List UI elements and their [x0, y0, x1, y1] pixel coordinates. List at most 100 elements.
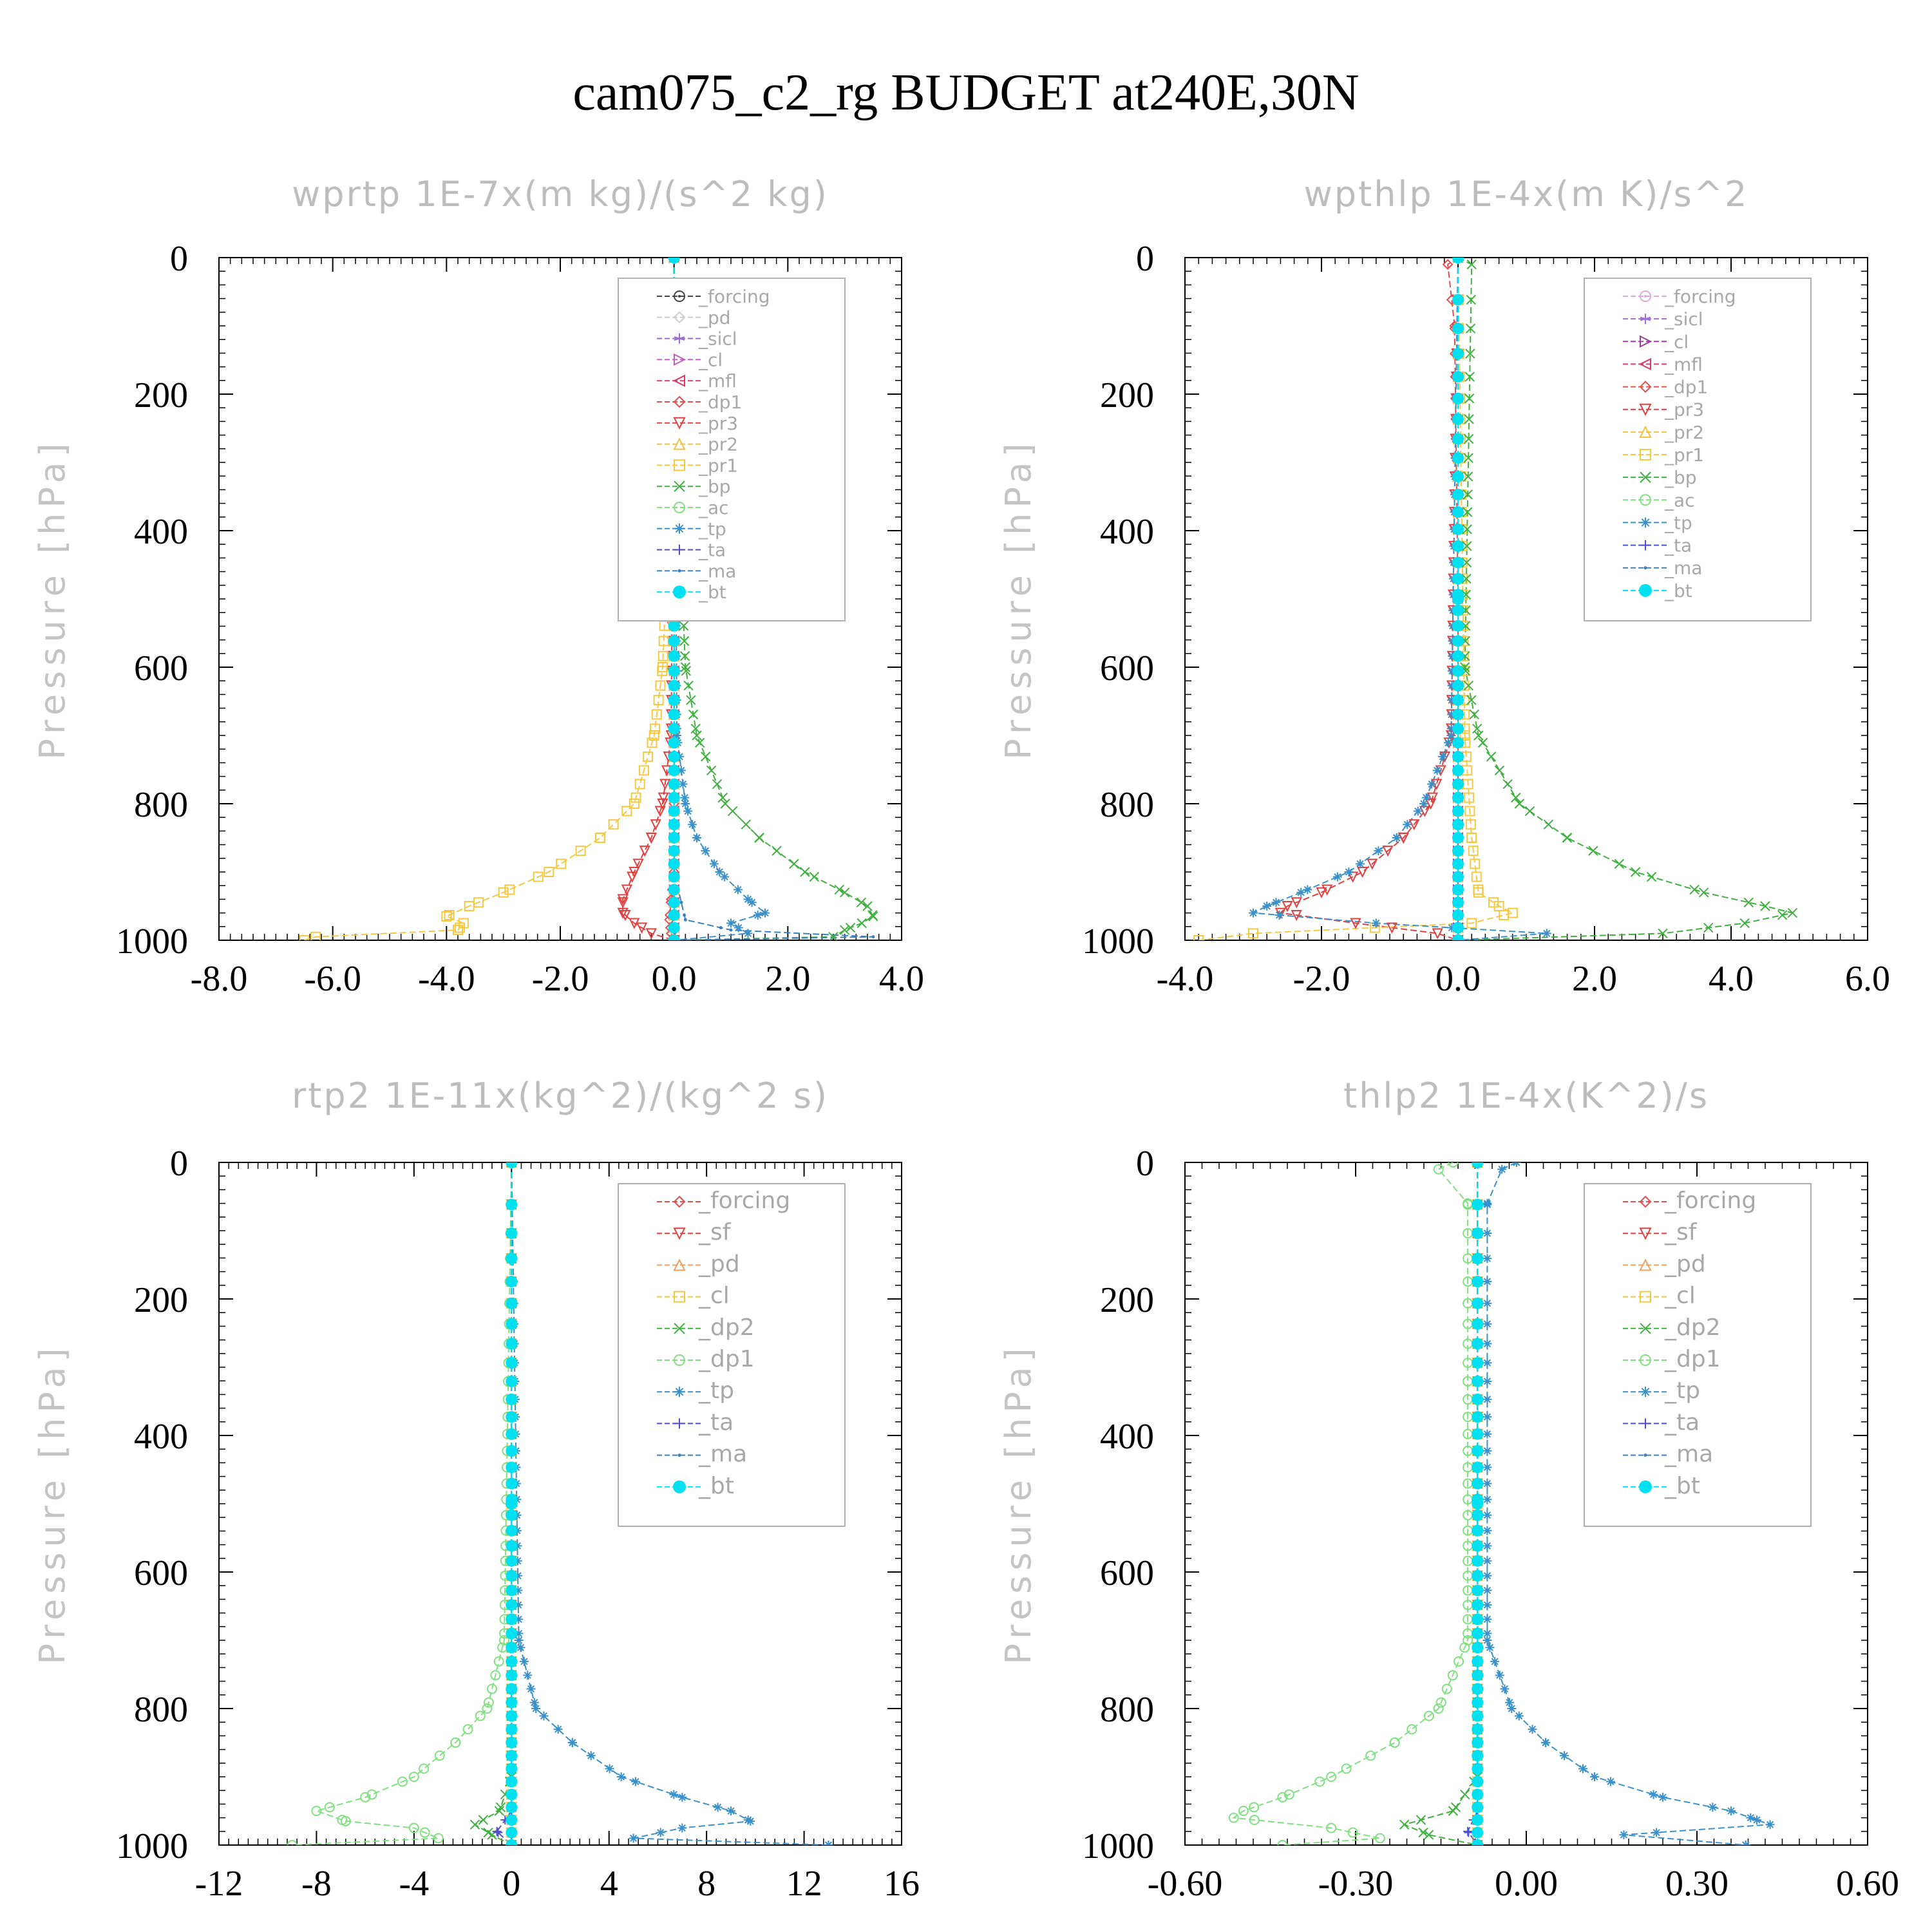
series-marker	[1614, 858, 1625, 869]
series-marker-node	[726, 1806, 735, 1815]
series-marker-node	[299, 935, 310, 940]
series-marker-node	[839, 887, 850, 898]
series-marker-node	[746, 1816, 755, 1826]
series-marker	[1499, 909, 1510, 920]
legend-box	[618, 278, 846, 621]
series-marker	[753, 910, 762, 920]
x-tick-label: 0	[502, 1864, 520, 1904]
series-marker	[1472, 1736, 1484, 1748]
series-marker-node	[1541, 1738, 1551, 1747]
series-marker	[1472, 1276, 1484, 1288]
series-marker-node	[649, 730, 659, 741]
legend-swatch-marker	[674, 290, 685, 302]
series-marker	[719, 926, 723, 930]
series-marker	[1502, 779, 1513, 790]
series-marker	[1472, 1613, 1484, 1625]
series-marker-node	[1472, 1839, 1484, 1845]
legend-swatch-marker	[673, 1258, 686, 1271]
series-marker	[1472, 1297, 1484, 1309]
series-marker	[1249, 1814, 1260, 1825]
series-marker-node	[857, 918, 867, 929]
series-marker	[462, 1724, 473, 1735]
series-marker	[506, 1801, 518, 1814]
series-marker	[809, 871, 820, 882]
series-marker	[734, 923, 743, 933]
series-marker	[617, 897, 629, 909]
series-marker	[1472, 1509, 1484, 1521]
series-marker	[713, 1803, 723, 1812]
series-marker	[1482, 1429, 1492, 1439]
series-marker	[1452, 723, 1464, 735]
series-marker	[650, 819, 661, 831]
series-marker	[1472, 1198, 1484, 1211]
series-marker-node	[506, 1498, 518, 1510]
series-marker	[747, 898, 757, 907]
series-marker	[1452, 433, 1464, 445]
legend-label: _bp	[1664, 467, 1697, 488]
series-marker	[506, 1375, 518, 1387]
legend-label: _pd	[1664, 1251, 1706, 1277]
x-tick-label: 0.0	[1435, 959, 1481, 999]
series-marker	[506, 1357, 518, 1369]
legend-swatch-marker	[674, 480, 685, 492]
series-marker-node	[629, 1833, 638, 1843]
series-marker	[514, 1615, 524, 1624]
series-marker-node	[1238, 1806, 1249, 1816]
series-marker	[493, 1656, 504, 1667]
legend-swatch-marker	[674, 1291, 685, 1303]
series-marker	[668, 635, 680, 647]
series-marker	[1408, 819, 1420, 831]
series-marker	[1461, 557, 1472, 568]
series-marker	[1482, 1412, 1492, 1422]
series-marker	[1504, 1698, 1514, 1707]
x-tick-label: -0.60	[1148, 1864, 1223, 1904]
series-marker	[513, 1541, 522, 1551]
legend-label: _bt	[698, 582, 726, 603]
series-marker	[1466, 294, 1476, 305]
legend-swatch-marker	[673, 311, 686, 324]
series-marker-node	[1542, 929, 1551, 938]
series-marker	[1452, 909, 1464, 921]
x-tick-label: -12	[195, 1864, 243, 1904]
legend-swatch-marker	[1640, 1387, 1651, 1397]
series-marker	[1447, 696, 1457, 705]
series-marker-node	[1507, 907, 1518, 918]
series-marker	[1468, 846, 1479, 857]
legend-label: _ta	[1664, 535, 1692, 556]
series-marker	[636, 922, 648, 934]
series-marker-node	[1425, 799, 1437, 810]
series-marker	[1447, 923, 1457, 933]
series-marker	[483, 1697, 494, 1708]
series-marker	[1461, 573, 1472, 584]
series-marker	[1356, 859, 1365, 869]
series-line	[1231, 1162, 1469, 1845]
legend-label: _cl	[1664, 1283, 1696, 1309]
series-marker	[668, 896, 680, 909]
series-marker	[1271, 898, 1281, 907]
series-marker-node	[1472, 1162, 1484, 1168]
x-tick-label: 12	[786, 1864, 822, 1904]
y-tick-label: 800	[1100, 1690, 1154, 1730]
series-markers	[1249, 258, 1551, 940]
series-marker	[632, 858, 644, 870]
panel-title: wprtp 1E-7x(m kg)/(s^2 kg)	[292, 174, 829, 214]
series-marker	[1464, 414, 1474, 424]
series-marker-node	[1277, 1792, 1288, 1803]
series-marker	[506, 1710, 518, 1722]
series-marker	[1482, 1629, 1492, 1638]
series-marker	[634, 779, 645, 790]
series-marker	[1605, 1777, 1615, 1786]
series-marker-node	[1433, 1164, 1444, 1175]
x-tick-label: -6.0	[304, 959, 361, 999]
series-marker	[1452, 348, 1464, 360]
legend-label: _forcing	[1664, 286, 1736, 307]
series-marker-node	[514, 1636, 524, 1645]
series-marker	[1423, 1710, 1434, 1721]
series-marker	[1472, 1642, 1484, 1654]
x-tick-label: 4.0	[1709, 959, 1754, 999]
series-marker-node	[1787, 907, 1798, 918]
series-marker	[506, 1253, 518, 1265]
series-marker	[1472, 1338, 1484, 1350]
series-marker	[1452, 831, 1464, 844]
